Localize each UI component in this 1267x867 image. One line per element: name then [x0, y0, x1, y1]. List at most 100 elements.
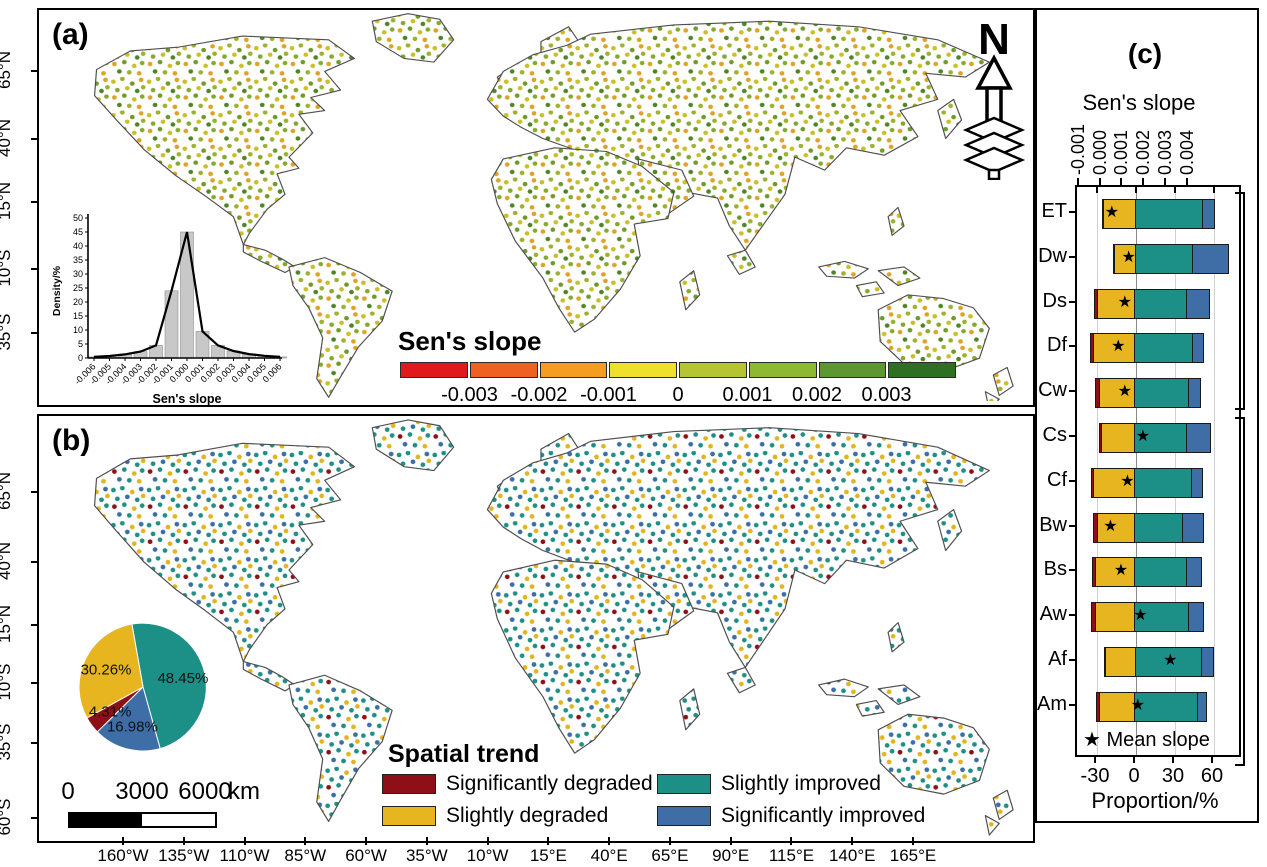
panel-c-category-label: Bs: [1043, 558, 1067, 581]
legend-swatch: [657, 806, 711, 826]
bar-segment-significantly-improved: [1186, 557, 1202, 588]
lat-label: 10°S: [0, 249, 14, 287]
panel-c-top-tick-label: -0.001: [1068, 123, 1088, 175]
mean-slope-star: ★: [1117, 293, 1132, 311]
panel-c-category-label: Am: [1037, 692, 1067, 715]
scale-bar-label: 0: [61, 778, 75, 805]
panel-c-category-tick-mark: [1069, 614, 1075, 617]
mean-slope-star: ★: [1104, 204, 1119, 221]
lat-tick-mark: [31, 332, 37, 334]
panel-c-category-label: Cf: [1047, 468, 1067, 491]
lon-label: 85°W: [284, 846, 327, 865]
bar-segment-slightly-degraded: [1093, 467, 1135, 498]
bar-segment-slightly-degraded: [1104, 647, 1136, 677]
hist-x-label: Sen's slope: [153, 392, 222, 406]
colorbar-segment: [539, 362, 608, 378]
pie-slice-label: 30.26%: [81, 661, 132, 678]
lat-label: 10°S: [0, 663, 14, 701]
pie-slice: [78, 623, 144, 719]
hist-y-label: Density/%: [51, 265, 63, 316]
panel-c-top-tick-mark: [1120, 178, 1123, 185]
legend-label: Slightly degraded: [446, 804, 609, 827]
stacked-bar-row: [1090, 467, 1207, 498]
panel-c-category-tick-mark: [1069, 300, 1075, 303]
bar-segment-significantly-improved: [1182, 512, 1205, 543]
bar-segment-significantly-improved: [1201, 647, 1215, 677]
lon-label: 60°W: [345, 846, 387, 865]
colorbar-tick-label: 0.002: [791, 384, 843, 406]
panel-c-top-tick-mark: [1077, 178, 1079, 185]
panel-c-label: (c): [1127, 38, 1163, 69]
panel-c: (c) Sen's slope ★ ★ ★ ★ ★ ★ ★ ★ ★ ★ ★ ★ ★ Mean slope…: [1035, 8, 1255, 819]
lon-label: 65°E: [651, 846, 689, 865]
lon-tick-mark: [182, 837, 185, 845]
panel-b-label: (b): [52, 424, 91, 457]
panel-c-category-label: Dw: [1038, 244, 1067, 267]
panel-c-bottom-tick-label: 30: [1161, 765, 1185, 787]
lon-label: 15°E: [529, 846, 567, 865]
panel-c-category-tick-mark: [1069, 659, 1075, 661]
spatial-trend-legend-title: Spatial trend: [388, 740, 540, 768]
svg-text:20: 20: [73, 297, 83, 307]
colorbar-title: Sen's slope: [398, 326, 542, 356]
panel-c-category-tick-mark: [1069, 703, 1075, 706]
panel-c-category-label: Df: [1047, 334, 1067, 357]
bar-segment-significantly-improved: [1186, 423, 1211, 453]
panel-c-bottom-tick-label: -30: [1080, 765, 1110, 787]
svg-text:40: 40: [73, 241, 83, 251]
group-bracket-bottom: [1235, 417, 1245, 766]
panel-c-category-label: Cw: [1038, 379, 1067, 402]
colorbar-tick-label: -0.002: [510, 384, 568, 406]
panel-c-top-tick-label: 0.000: [1089, 129, 1110, 175]
stacked-bar-row: [1113, 243, 1231, 274]
bar-segment-slightly-degraded: [1101, 423, 1135, 453]
lon-tick-mark: [851, 837, 854, 845]
panel-c-x-axis-label: Proportion/%: [1091, 788, 1219, 813]
panel-c-top-tick-mark: [1098, 178, 1101, 185]
bar-segment-slightly-improved: [1133, 288, 1188, 319]
panel-c-category-tick-mark: [1069, 524, 1075, 527]
legend-item: Slightly degraded: [382, 804, 608, 828]
colorbar-segment: [679, 362, 747, 378]
lat-label: 35°S: [0, 313, 14, 351]
lat-tick-mark: [31, 742, 37, 744]
bar-segment-slightly-improved: [1133, 602, 1189, 633]
bar-segment-significantly-improved: [1192, 333, 1205, 364]
bar-segment-slightly-improved: [1133, 691, 1198, 722]
legend-item: Slightly improved: [657, 772, 881, 796]
lat-tick-mark: [31, 624, 37, 626]
panel-c-category-label: Bw: [1039, 513, 1067, 536]
colorbar-segment: [609, 362, 677, 378]
colorbar-labels: -0.003 -0.002 -0.001 0 0.001 0.002 0.003: [400, 384, 956, 406]
panel-c-category-label: ET: [1041, 200, 1067, 222]
svg-text:25: 25: [73, 283, 83, 293]
lat-label: 40°N: [0, 542, 14, 580]
panel-c-inner-top-tick: [1174, 187, 1176, 193]
panel-c-top-tick-label: 0.004: [1176, 129, 1197, 175]
lat-label: 15°N: [0, 605, 14, 643]
sens-slope-colorbar: [400, 362, 956, 378]
panel-c-bottom-tick-label: 0: [1128, 765, 1140, 787]
bar-segment-slightly-improved: [1133, 512, 1184, 543]
bar-segment-slightly-degraded: [1102, 199, 1137, 229]
stacked-bar-row: [1098, 423, 1214, 453]
mean-slope-star: ★: [1133, 607, 1148, 625]
lon-tick-mark: [304, 837, 307, 845]
bar-segment-slightly-improved: [1133, 467, 1193, 498]
stacked-bar-row: [1101, 199, 1217, 229]
panel-c-top-tick-mark: [1163, 178, 1166, 185]
bar-segment-slightly-degraded: [1094, 602, 1135, 633]
bar-segment-slightly-improved: [1133, 333, 1194, 364]
panel-c-category-tick-mark: [1069, 345, 1075, 348]
svg-text:10: 10: [73, 325, 83, 335]
sens-slope-histogram: 0 5 10 15 20 25 30 35 40 45 50 -0.006 -0.005 -0.004 -0…: [50, 206, 290, 406]
lon-label: 115°E: [768, 846, 815, 865]
bar-segment-significantly-improved: [1187, 378, 1201, 409]
svg-text:5: 5: [78, 339, 83, 349]
lat-label: 65°N: [0, 472, 14, 510]
pie-slice-label: 16.98%: [107, 719, 158, 736]
panel-c-category-tick-mark: [1069, 435, 1075, 437]
stacked-bar-row: [1094, 288, 1213, 319]
panel-c-bottom-tick-label: 60: [1200, 765, 1224, 787]
